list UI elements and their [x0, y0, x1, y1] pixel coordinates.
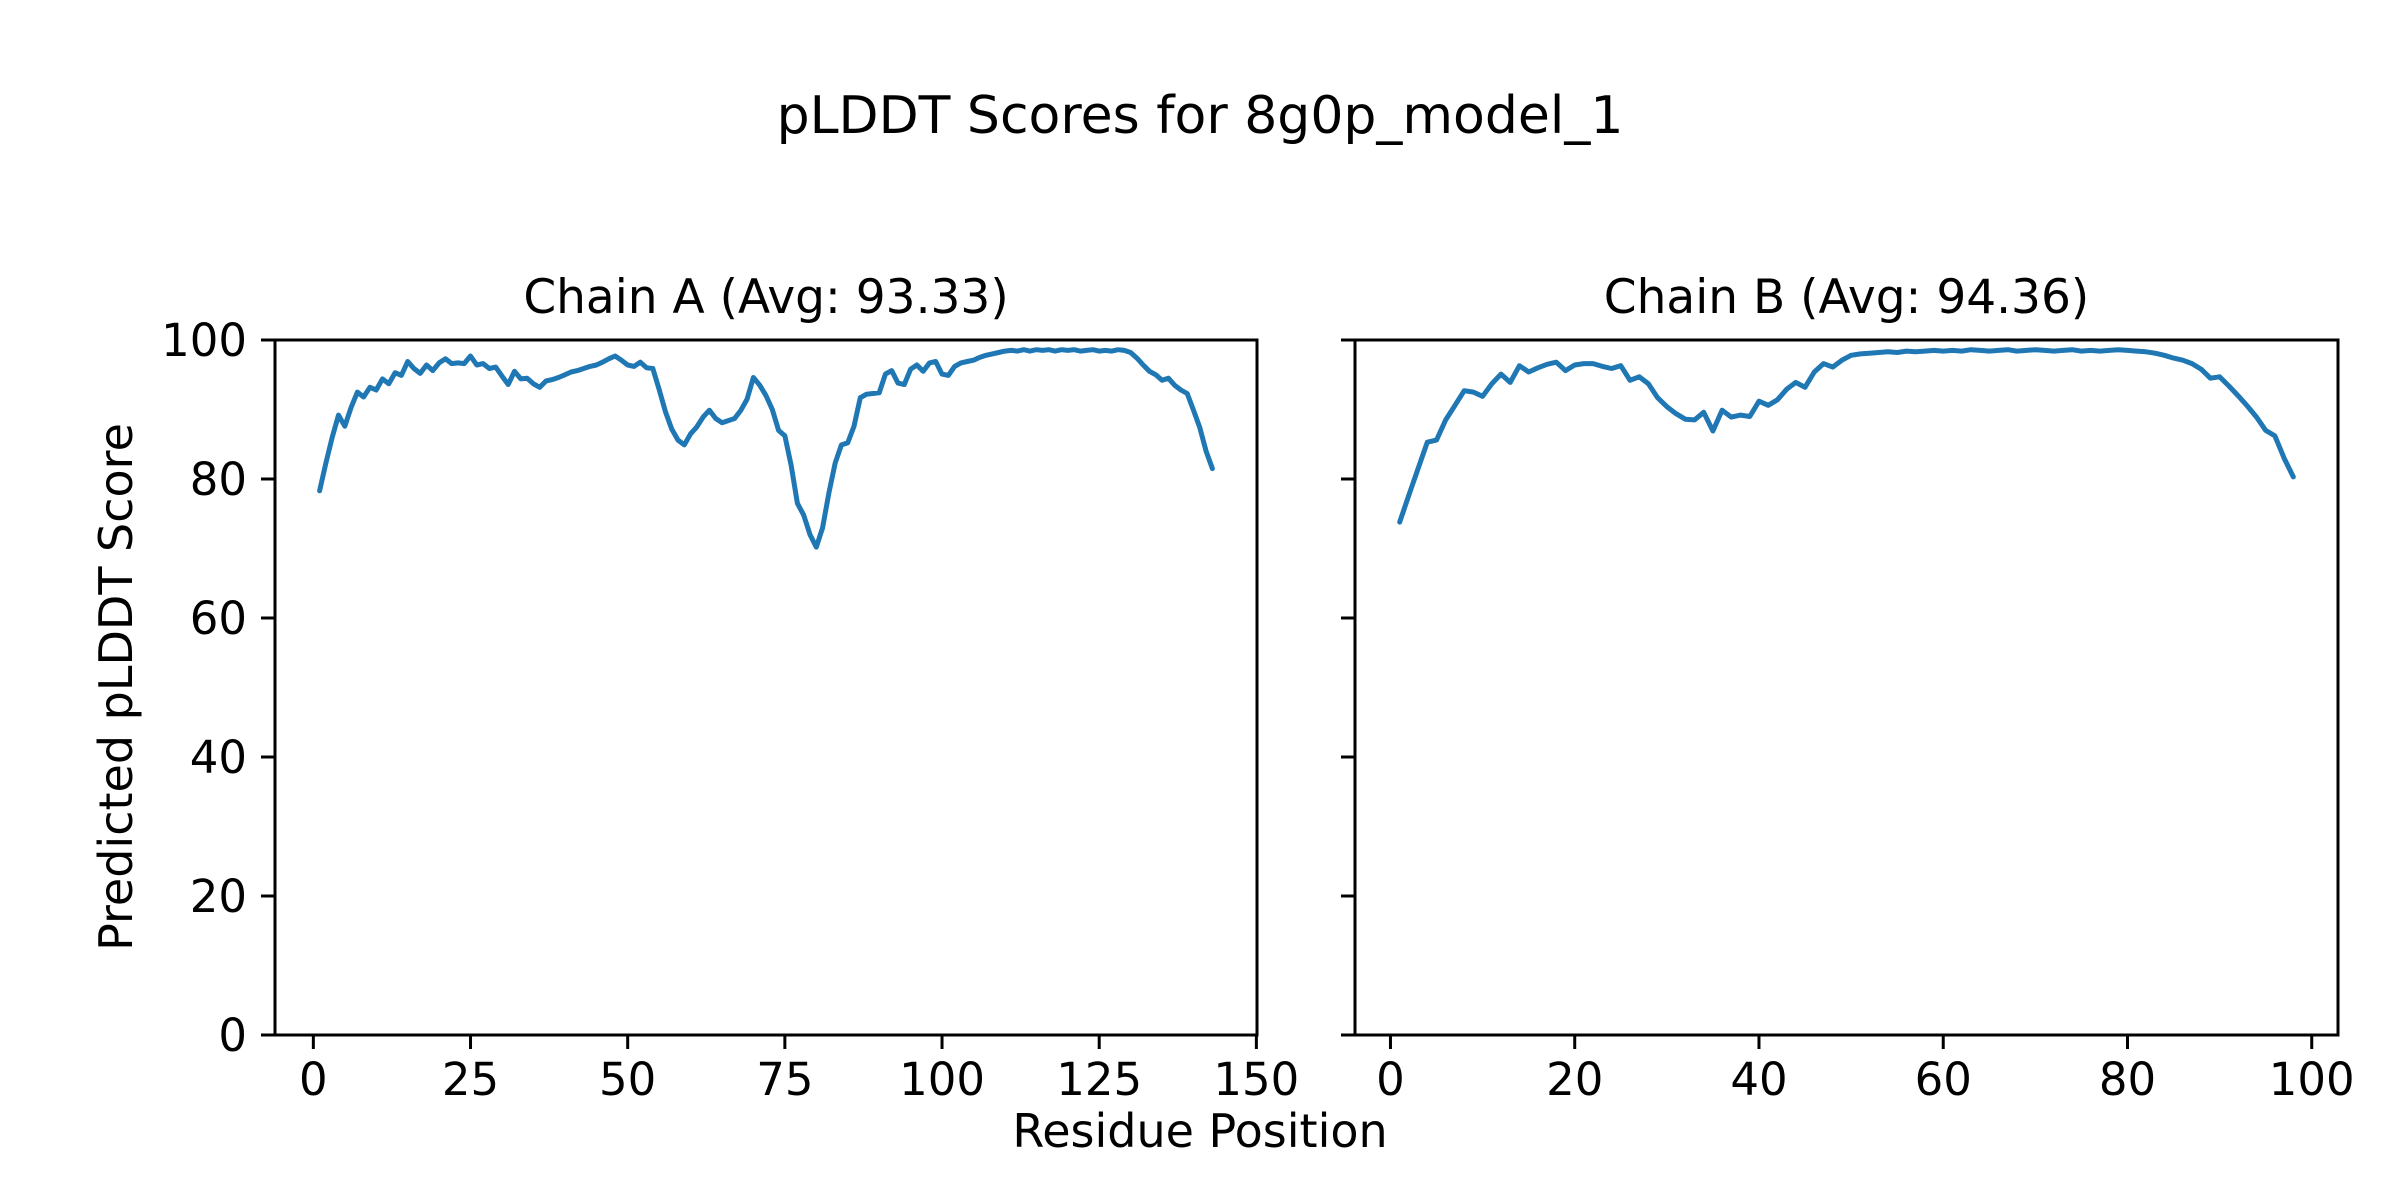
chain-a-subplot-title: Chain A (Avg: 93.33) [523, 270, 1009, 325]
x-tick-label: 25 [442, 1053, 499, 1106]
x-tick-label: 40 [1730, 1053, 1787, 1106]
chain-a-axes: 0 25 50 75 100 125 150 0 20 40 60 80 100 [161, 314, 1299, 1106]
plddt-line [317, 347, 1215, 550]
x-tick-label: 0 [1376, 1053, 1405, 1106]
y-tick-label: 0 [218, 1009, 247, 1062]
axes-spines [1353, 338, 2340, 1037]
x-tick-label: 150 [1213, 1053, 1299, 1106]
figure-title: pLDDT Scores for 8g0p_model_1 [776, 86, 1624, 146]
y-tick-label: 80 [190, 453, 247, 506]
chain-b-subplot-title: Chain B (Avg: 94.36) [1603, 270, 2090, 325]
x-tick-label: 125 [1056, 1053, 1142, 1106]
y-axis-label: Predicted pLDDT Score [89, 423, 143, 951]
y-tick-label: 60 [190, 592, 247, 645]
x-tick-label: 60 [1915, 1053, 1972, 1106]
x-tick-label: 0 [299, 1053, 328, 1106]
x-tick-label: 50 [599, 1053, 656, 1106]
axes-spines [273, 338, 1259, 1037]
y-tick-label: 40 [190, 731, 247, 784]
x-tick-label: 20 [1546, 1053, 1603, 1106]
y-tick-label: 20 [190, 870, 247, 923]
x-tick-label: 100 [899, 1053, 985, 1106]
x-tick-label: 80 [2099, 1053, 2156, 1106]
plddt-line [1397, 347, 2296, 525]
y-tick-label: 100 [161, 314, 247, 367]
x-tick-label: 75 [756, 1053, 813, 1106]
chain-b-axes: 0 20 40 60 80 100 [1341, 338, 2355, 1106]
x-tick-label: 100 [2269, 1053, 2355, 1106]
x-axis-label: Residue Position [1012, 1104, 1388, 1158]
